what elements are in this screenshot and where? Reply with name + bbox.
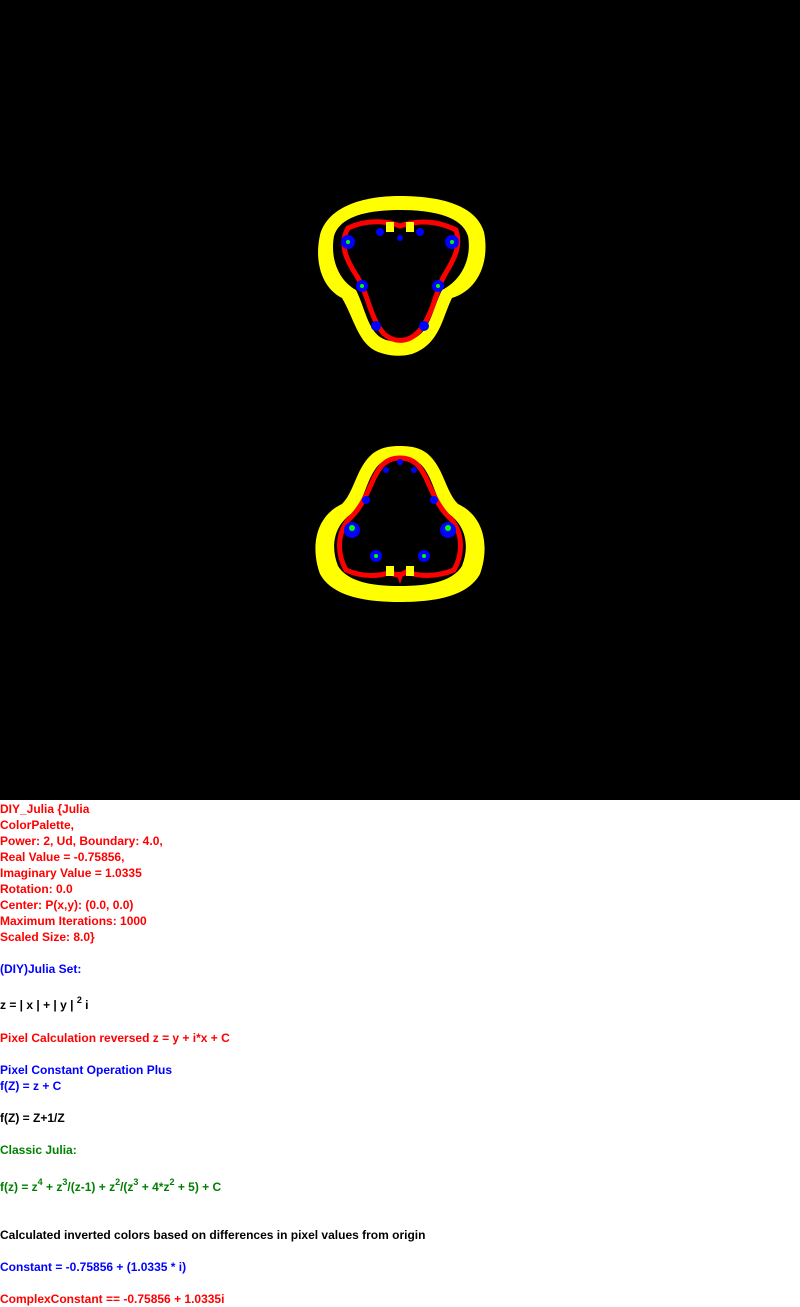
upper-cores bbox=[346, 240, 454, 288]
param-line: Power: 2, Ud, Boundary: 4.0, bbox=[0, 834, 163, 848]
lower-cores bbox=[349, 525, 451, 558]
z-formula-suffix: i bbox=[81, 998, 89, 1012]
complex-constant-value: ComplexConstant == -0.75856 + 1.0335i bbox=[0, 1292, 225, 1306]
formula-exponent: 2 bbox=[115, 1177, 121, 1187]
param-line: Rotation: 0.0 bbox=[0, 882, 73, 896]
param-line: DIY_Julia {Julia bbox=[0, 802, 90, 816]
julia-set-title: (DIY)Julia Set: bbox=[0, 962, 82, 976]
upper-top-pockets bbox=[386, 222, 414, 232]
formula-part: + 4*z bbox=[138, 1180, 170, 1194]
upper-dark-gap bbox=[332, 210, 469, 342]
param-line: Center: P(x,y): (0.0, 0.0) bbox=[0, 898, 134, 912]
f-plus-formula: f(Z) = z + C bbox=[0, 1079, 62, 1093]
f-inverse-formula: f(Z) = Z+1/Z bbox=[0, 1111, 65, 1125]
param-line: Scaled Size: 8.0} bbox=[0, 930, 95, 944]
lower-bottom-pockets bbox=[386, 566, 414, 576]
fractal-lower-lobe bbox=[315, 446, 485, 602]
fractal-canvas bbox=[0, 0, 800, 800]
z-formula: z = | x | + | y | 2 i bbox=[0, 995, 89, 1013]
formula-part: /(z-1) + z bbox=[67, 1180, 116, 1194]
param-line: ColorPalette, bbox=[0, 818, 75, 832]
formula-part: /(z bbox=[120, 1180, 134, 1194]
classic-julia-formula: f(z) = z4 + z3/(z-1) + z2/(z3 + 4*z2 + 5… bbox=[0, 1177, 222, 1195]
formula-part: + z bbox=[42, 1180, 63, 1194]
constant-value: Constant = -0.75856 + (1.0335 * i) bbox=[0, 1260, 187, 1274]
fractal-upper-lobe bbox=[318, 196, 486, 356]
formula-exponent: 4 bbox=[37, 1177, 43, 1187]
inverted-colors-note: Calculated inverted colors based on diff… bbox=[0, 1228, 426, 1242]
formula-part: f(z) = z bbox=[0, 1180, 38, 1194]
upper-bulbs bbox=[341, 228, 459, 331]
pixel-calculation: Pixel Calculation reversed z = y + i*x +… bbox=[0, 1031, 230, 1045]
formula-exponent: 3 bbox=[62, 1177, 68, 1187]
z-formula-base: z = | x | + | y | bbox=[0, 998, 77, 1012]
z-formula-exponent: 2 bbox=[76, 995, 82, 1005]
canvas-background bbox=[0, 0, 800, 800]
classic-julia-title: Classic Julia: bbox=[0, 1143, 77, 1157]
formula-exponent: 2 bbox=[169, 1177, 175, 1187]
pixel-constant-operation: Pixel Constant Operation Plus bbox=[0, 1063, 173, 1077]
param-line: Imaginary Value = 1.0335 bbox=[0, 866, 142, 880]
formula-part: + 5) + C bbox=[174, 1180, 222, 1194]
param-line: Maximum Iterations: 1000 bbox=[0, 914, 147, 928]
param-line: Real Value = -0.75856, bbox=[0, 850, 125, 864]
formula-exponent: 3 bbox=[133, 1177, 139, 1187]
lower-red-notch bbox=[396, 572, 404, 584]
